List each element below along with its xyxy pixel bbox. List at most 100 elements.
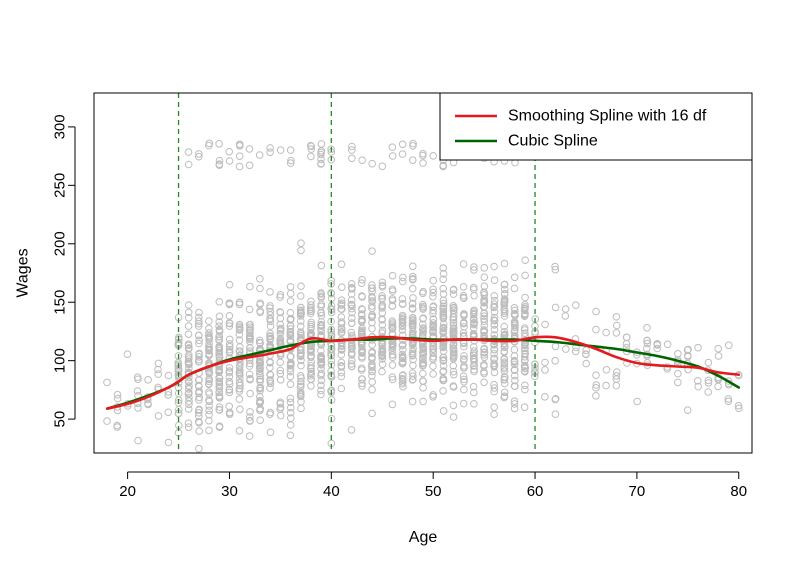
scatter-point [246, 282, 254, 291]
y-axis-label: Wages [15, 248, 32, 297]
scatter-point [317, 386, 325, 395]
scatter-point [521, 381, 529, 390]
scatter-point [500, 367, 509, 375]
scatter-point [348, 146, 356, 154]
scatter-point [449, 285, 458, 294]
scatter-point [511, 321, 519, 330]
scatter-point [592, 325, 600, 334]
scatter-point [103, 378, 111, 387]
scatter-point [480, 368, 488, 376]
scatter-point [287, 156, 295, 165]
scatter-point [317, 321, 325, 330]
legend-label-cubic-spline: Cubic Spline [508, 133, 598, 150]
scatter-point [317, 390, 325, 399]
scatter-point [225, 345, 234, 354]
scatter-point [714, 344, 723, 353]
scatter-point [184, 405, 193, 413]
scatter-point [184, 357, 193, 366]
scatter-point [592, 384, 600, 392]
scatter-point [246, 413, 254, 421]
scatter-point [184, 385, 193, 393]
scatter-point [266, 314, 274, 323]
scatter-point [419, 151, 427, 160]
scatter-point [399, 375, 407, 384]
scatter-point [337, 384, 346, 393]
scatter-point [511, 376, 519, 385]
scatter-point [337, 363, 346, 371]
scatter-point [296, 292, 305, 300]
scatter-point [480, 299, 488, 307]
scatter-point [439, 347, 448, 355]
scatter-point [378, 302, 386, 311]
scatter-point [337, 296, 346, 305]
scatter-point [408, 376, 417, 384]
scatter-point [287, 404, 295, 412]
scatter-point [480, 321, 489, 330]
scatter-point [470, 347, 479, 355]
scatter-point [225, 367, 234, 375]
scatter-point [450, 303, 458, 312]
scatter-point [490, 296, 499, 305]
scatter-point [500, 393, 509, 402]
scatter-point [246, 320, 254, 329]
scatter-point [449, 413, 458, 421]
scatter-point [551, 357, 560, 365]
scatter-point [194, 331, 203, 340]
scatter-point [368, 409, 376, 418]
scatter-point [307, 333, 315, 341]
scatter-point [551, 265, 560, 274]
scatter-point [296, 312, 305, 320]
scatter-point [510, 304, 519, 312]
scatter-point [317, 302, 326, 311]
scatter-point [449, 401, 458, 410]
scatter-point [490, 380, 498, 389]
scatter-point [327, 414, 336, 423]
scatter-point [714, 352, 723, 360]
scatter-point [439, 284, 448, 293]
scatter-point [215, 161, 224, 169]
scatter-point [378, 321, 387, 329]
scatter-point [592, 307, 600, 316]
scatter-point [194, 313, 203, 322]
scatter-point [266, 410, 274, 419]
scatter-point [154, 412, 163, 420]
scatter-point [551, 410, 560, 419]
scatter-point [256, 369, 264, 378]
scatter-point [358, 354, 366, 362]
scatter-point [276, 366, 285, 375]
scatter-point [286, 327, 295, 336]
scatter-point [378, 292, 386, 300]
scatter-point [480, 378, 488, 387]
scatter-point [276, 146, 285, 154]
scatter-point [378, 278, 387, 287]
scatter-point [643, 336, 651, 345]
scatter-point [378, 340, 387, 349]
scatter-point [439, 299, 448, 308]
scatter-point [500, 285, 509, 294]
scatter-point [184, 308, 193, 317]
scatter-point [358, 305, 366, 313]
scatter-point [510, 360, 519, 369]
scatter-point [470, 388, 478, 397]
scatter-point [195, 393, 203, 402]
scatter-point [245, 161, 254, 170]
scatter-point [215, 384, 224, 393]
scatter-point [297, 331, 305, 340]
scatter-point [602, 381, 610, 390]
scatter-point [500, 299, 509, 307]
scatter-point [419, 344, 428, 353]
scatter-point [459, 293, 468, 302]
axes: 20 30 40 50 60 70 80 50 100 150 200 250 300 [52, 114, 748, 500]
scatter-point [307, 370, 315, 378]
scatter-point [388, 152, 397, 160]
scatter-point [459, 372, 468, 381]
scatter-point [307, 297, 315, 306]
scatter-point [612, 329, 621, 337]
scatter-point [409, 347, 417, 356]
scatter-point [449, 367, 458, 376]
scatter-point [327, 325, 336, 334]
scatter-point [307, 325, 315, 333]
scatter-point [256, 361, 264, 370]
scatter-point [337, 358, 346, 367]
scatter-point [297, 328, 305, 337]
